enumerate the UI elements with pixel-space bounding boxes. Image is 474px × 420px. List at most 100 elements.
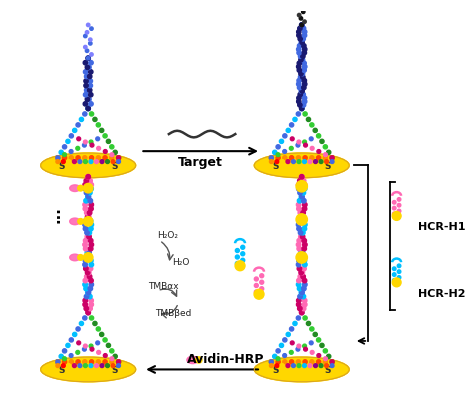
Circle shape xyxy=(62,160,65,163)
Circle shape xyxy=(241,245,245,249)
Circle shape xyxy=(93,321,97,326)
Circle shape xyxy=(95,160,99,163)
Circle shape xyxy=(103,338,107,342)
Circle shape xyxy=(88,178,92,183)
Ellipse shape xyxy=(187,356,198,364)
Circle shape xyxy=(296,242,301,247)
Circle shape xyxy=(306,321,310,326)
Circle shape xyxy=(323,145,328,149)
Circle shape xyxy=(302,266,306,271)
Circle shape xyxy=(85,231,89,235)
Circle shape xyxy=(196,357,202,363)
Text: ...: ... xyxy=(47,206,63,223)
Text: H₂O₂: H₂O₂ xyxy=(157,231,179,241)
Circle shape xyxy=(290,350,293,354)
Ellipse shape xyxy=(41,153,136,178)
Circle shape xyxy=(88,266,93,271)
Circle shape xyxy=(84,274,89,279)
Circle shape xyxy=(297,258,301,263)
Circle shape xyxy=(300,310,304,315)
Circle shape xyxy=(77,137,81,141)
Circle shape xyxy=(89,42,92,45)
Circle shape xyxy=(83,302,87,307)
Circle shape xyxy=(300,215,305,219)
Circle shape xyxy=(310,123,314,127)
Circle shape xyxy=(93,117,97,121)
Circle shape xyxy=(297,79,301,83)
Circle shape xyxy=(301,294,306,299)
Circle shape xyxy=(69,360,73,364)
Circle shape xyxy=(85,234,90,239)
Circle shape xyxy=(317,150,321,153)
Circle shape xyxy=(89,364,93,368)
Circle shape xyxy=(273,354,277,358)
Circle shape xyxy=(317,338,321,342)
Circle shape xyxy=(300,23,304,27)
Circle shape xyxy=(255,290,258,294)
Circle shape xyxy=(90,360,94,364)
Circle shape xyxy=(323,349,328,353)
Circle shape xyxy=(290,123,294,127)
Circle shape xyxy=(269,364,273,368)
Circle shape xyxy=(308,364,312,368)
Circle shape xyxy=(89,60,93,65)
Circle shape xyxy=(76,123,80,127)
Circle shape xyxy=(56,360,60,364)
Circle shape xyxy=(83,282,87,287)
Circle shape xyxy=(66,139,70,144)
Circle shape xyxy=(86,194,90,199)
Circle shape xyxy=(314,364,318,368)
Circle shape xyxy=(89,282,93,287)
Text: TMBαx: TMBαx xyxy=(148,282,179,291)
Circle shape xyxy=(298,37,302,41)
Circle shape xyxy=(56,360,60,364)
Circle shape xyxy=(83,112,87,116)
Circle shape xyxy=(392,206,396,210)
Circle shape xyxy=(302,96,307,100)
Circle shape xyxy=(260,274,264,278)
Circle shape xyxy=(63,349,67,353)
Circle shape xyxy=(310,327,314,331)
Circle shape xyxy=(111,364,115,368)
Circle shape xyxy=(296,347,300,351)
Circle shape xyxy=(300,23,304,27)
Circle shape xyxy=(304,347,308,351)
Circle shape xyxy=(106,160,109,163)
Ellipse shape xyxy=(254,357,349,382)
Circle shape xyxy=(299,215,303,219)
Circle shape xyxy=(302,242,307,247)
Circle shape xyxy=(88,286,92,291)
Circle shape xyxy=(323,156,328,160)
Circle shape xyxy=(117,360,121,364)
Circle shape xyxy=(306,117,310,121)
Circle shape xyxy=(302,47,307,52)
Circle shape xyxy=(310,341,313,345)
Circle shape xyxy=(113,150,117,155)
Circle shape xyxy=(83,160,87,163)
Circle shape xyxy=(302,302,307,307)
Ellipse shape xyxy=(70,185,80,192)
Text: Avidin-HRP: Avidin-HRP xyxy=(187,352,264,365)
Circle shape xyxy=(299,58,303,62)
Circle shape xyxy=(69,150,73,153)
Circle shape xyxy=(296,181,308,192)
Circle shape xyxy=(304,143,308,147)
Text: S: S xyxy=(111,162,118,171)
Circle shape xyxy=(297,82,301,86)
Circle shape xyxy=(302,183,307,187)
Ellipse shape xyxy=(254,153,349,178)
Circle shape xyxy=(297,61,301,66)
Circle shape xyxy=(302,258,307,263)
Circle shape xyxy=(303,344,307,348)
Circle shape xyxy=(300,310,304,315)
Circle shape xyxy=(313,332,317,336)
Circle shape xyxy=(78,185,83,191)
Circle shape xyxy=(84,74,89,79)
Circle shape xyxy=(319,364,323,368)
Circle shape xyxy=(303,156,307,160)
Circle shape xyxy=(310,156,314,160)
Circle shape xyxy=(59,150,64,155)
Circle shape xyxy=(89,298,93,303)
Circle shape xyxy=(303,140,307,144)
Circle shape xyxy=(297,207,301,211)
